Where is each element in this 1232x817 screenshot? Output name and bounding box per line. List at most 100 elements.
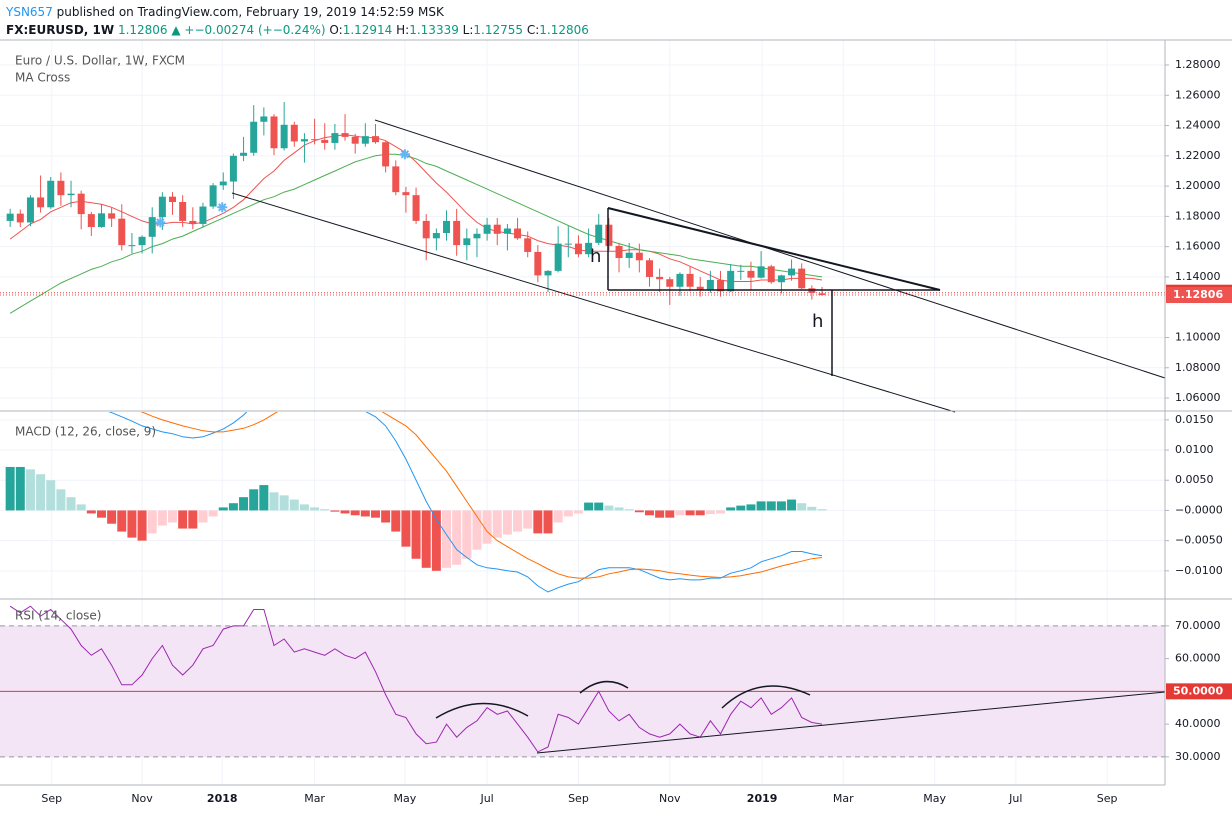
candle-body <box>341 133 349 137</box>
histogram-bar <box>178 510 188 529</box>
histogram-bar <box>482 510 492 544</box>
moving-average <box>9 134 823 282</box>
candle-body <box>189 220 197 224</box>
candle-body <box>6 213 14 221</box>
histogram-bar <box>168 510 178 523</box>
candle-body <box>585 242 593 255</box>
x-tick-label: 2018 <box>207 792 238 805</box>
annotation: h <box>812 311 823 332</box>
pane-title: MACD (12, 26, close, 9) <box>15 425 156 439</box>
histogram-bar <box>655 510 665 518</box>
candle-body <box>625 252 633 259</box>
y-tick-label: 0.0100 <box>1175 443 1214 456</box>
candle-body <box>148 217 156 237</box>
macd-line <box>108 412 823 593</box>
histogram-bar <box>553 510 563 523</box>
candle-body <box>250 121 258 153</box>
rsi-arc <box>721 685 811 709</box>
y-tick-label: 1.14000 <box>1175 270 1221 283</box>
ohlc-label: O: <box>329 23 342 37</box>
histogram-bar <box>25 469 35 511</box>
candle-body <box>128 245 136 247</box>
y-tick-label: 40.0000 <box>1175 717 1221 730</box>
histogram-bar <box>675 510 685 516</box>
y-tick-label: 1.18000 <box>1175 209 1221 222</box>
histogram-bar <box>218 507 228 511</box>
histogram-bar <box>523 510 533 529</box>
x-tick-label: Sep <box>41 792 62 805</box>
candle-body <box>77 193 85 215</box>
candle-body <box>331 133 339 143</box>
candle-body <box>656 276 664 280</box>
x-tick-label: May <box>394 792 417 805</box>
histogram-bar <box>15 466 25 511</box>
x-tick-label: Sep <box>568 792 589 805</box>
rsi-line <box>9 605 823 753</box>
candle-body <box>219 181 227 186</box>
histogram-bar <box>137 510 147 541</box>
histogram-bar <box>86 510 96 514</box>
candle-body <box>118 218 126 246</box>
candle-body <box>382 142 390 167</box>
candle-body <box>737 270 745 272</box>
histogram-bar <box>736 505 746 511</box>
ohlc-value: 1.12806 <box>539 23 589 37</box>
candle-body <box>57 180 65 196</box>
candle-body <box>158 196 166 218</box>
candle-body <box>514 228 522 239</box>
candle-body <box>443 220 451 234</box>
histogram-bar <box>695 510 705 516</box>
drawings <box>231 119 1166 754</box>
histogram-bar <box>46 480 56 511</box>
symbol: FX:EURUSD, 1W <box>6 23 114 37</box>
y-tick-label: 1.08000 <box>1175 361 1221 374</box>
x-tick-label: Mar <box>304 792 325 805</box>
histogram-bar <box>370 510 380 518</box>
candle-body <box>554 243 562 271</box>
candle-body <box>706 279 714 290</box>
candle-body <box>524 238 532 252</box>
y-tick-label: 0.0150 <box>1175 413 1214 426</box>
histogram-bar <box>239 497 249 511</box>
rsi-arc <box>579 680 629 694</box>
candle-body <box>138 236 146 246</box>
histogram-bar <box>726 507 736 511</box>
pane-subtitle: MA Cross <box>15 71 70 85</box>
rsi-arc <box>435 702 529 719</box>
candle-body <box>16 213 24 223</box>
candle-body <box>108 213 116 219</box>
candle-body <box>37 197 45 208</box>
histogram-bar <box>411 510 421 559</box>
ohlc-label: L: <box>463 23 474 37</box>
y-tick-label: 1.24000 <box>1175 119 1221 132</box>
histogram-bar <box>492 510 502 538</box>
candle-body <box>493 224 501 234</box>
histogram-bar <box>594 502 604 511</box>
histogram-bar <box>340 510 350 514</box>
histogram-bar <box>431 510 441 571</box>
x-tick-label: Jul <box>479 792 493 805</box>
candle-body <box>503 228 511 234</box>
histogram-bar <box>421 510 431 568</box>
candle-body <box>422 220 430 239</box>
histogram-bar <box>401 510 411 547</box>
histogram-bar <box>66 497 76 511</box>
histogram-bar <box>472 510 482 550</box>
histogram-bar <box>756 501 766 511</box>
histogram-bar <box>249 489 259 511</box>
macd-pane <box>5 412 827 593</box>
histogram-bar <box>644 510 654 516</box>
histogram-bar <box>665 510 675 518</box>
axes: Sep Nov 2018 Mar May Jul Sep Nov 2019 Mar May Jul Se… <box>41 58 1232 805</box>
candle-body <box>260 116 268 122</box>
histogram-bar <box>462 510 472 559</box>
histogram-bar <box>147 510 157 534</box>
candle-body <box>412 195 420 221</box>
histogram-bar <box>289 499 299 511</box>
x-tick-label: Jul <box>1008 792 1022 805</box>
candle-body <box>240 152 248 156</box>
histogram-bar <box>797 503 807 511</box>
candle-body <box>463 238 471 246</box>
histogram-bar <box>716 510 726 514</box>
